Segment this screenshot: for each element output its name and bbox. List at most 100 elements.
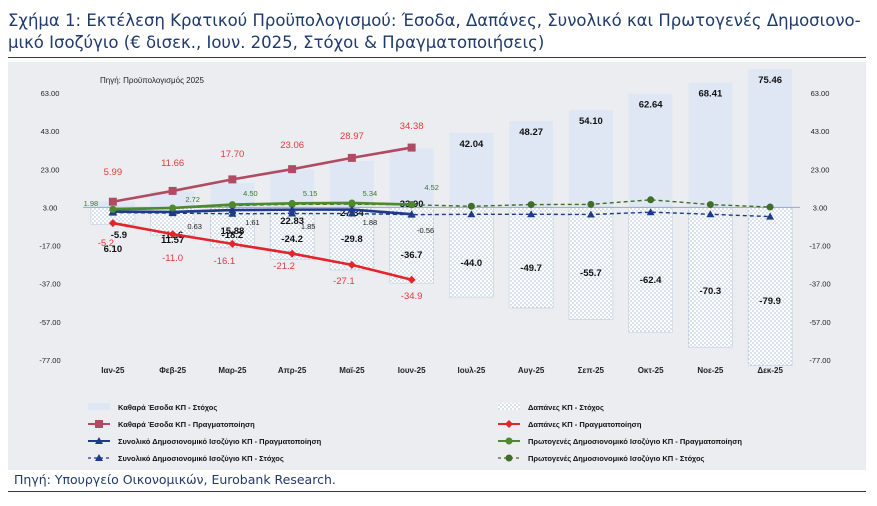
balance-actual-point bbox=[347, 205, 356, 213]
revenue-target-bar bbox=[150, 191, 195, 208]
expense-target-label: -5.9 bbox=[111, 230, 127, 241]
primary-balance-target-line bbox=[112, 199, 771, 211]
primary-balance-actual-point bbox=[408, 201, 416, 209]
expense-target-label: -44.0 bbox=[461, 258, 483, 269]
x-tick-label: Ιαν-25 bbox=[101, 366, 125, 375]
expense-target-label: -29.8 bbox=[341, 234, 363, 245]
revenue-actual-label: 23.06 bbox=[280, 140, 304, 151]
primary-balance-actual-point bbox=[288, 199, 296, 207]
expense-actual-line bbox=[112, 221, 412, 281]
legend-marker bbox=[505, 420, 513, 428]
revenue-actual-point bbox=[228, 175, 237, 184]
y-tick-left: -57.00 bbox=[39, 318, 60, 327]
legend-item: Πρωτογενές Δημοσιονομικό Ισοζύγιο ΚΠ - Σ… bbox=[498, 454, 705, 463]
revenue-target-label: 15.88 bbox=[220, 226, 244, 237]
x-tick-label: Φεβ-25 bbox=[159, 366, 186, 375]
revenue-target-label: 54.10 bbox=[579, 116, 603, 127]
primary-actual-label: 2.72 bbox=[185, 195, 200, 204]
expense-target-label: -18.2 bbox=[222, 230, 244, 241]
revenue-target-bar bbox=[748, 69, 793, 208]
primary-actual-label: 1.98 bbox=[84, 199, 99, 208]
revenue-target-label: 11.57 bbox=[161, 235, 184, 246]
revenue-target-bar bbox=[688, 82, 733, 208]
y-tick-left: -37.00 bbox=[39, 280, 60, 289]
balance-target-point bbox=[467, 210, 476, 218]
expense-target-bar bbox=[628, 207, 673, 333]
balance-target-line bbox=[112, 211, 771, 218]
legend-label: Δαπάνες ΚΠ - Στόχος bbox=[528, 403, 604, 412]
y-tick-left: 43.00 bbox=[41, 127, 60, 136]
balance-actual-label: 1.85 bbox=[301, 222, 316, 231]
legend-item: Δαπάνες ΚΠ - Πραγματοποίηση bbox=[498, 420, 642, 429]
revenue-actual-point bbox=[168, 186, 177, 195]
x-tick-label: Οκτ-25 bbox=[638, 366, 664, 375]
primary-balance-actual-point bbox=[109, 205, 117, 213]
revenue-actual-label: 28.97 bbox=[340, 131, 364, 142]
y-tick-right: 3.00 bbox=[813, 203, 828, 212]
y-tick-right: 43.00 bbox=[811, 127, 830, 136]
revenue-actual-point bbox=[347, 153, 356, 162]
revenue-target-label: 75.46 bbox=[758, 75, 782, 86]
y-tick-right: 23.00 bbox=[811, 165, 830, 174]
primary-balance-target-point bbox=[467, 202, 475, 210]
legend-label: Συνολικό Δημοσιονομικό Ισοζύγιο ΚΠ - Πρα… bbox=[118, 437, 322, 446]
expense-target-bar bbox=[449, 207, 494, 298]
x-tick-label: Μαϊ-25 bbox=[339, 366, 365, 375]
chart-source-note: Πηγή: Προϋπολογισμός 2025 bbox=[100, 76, 205, 85]
balance-actual-label: 0.63 bbox=[187, 222, 202, 231]
legend-marker bbox=[95, 454, 103, 461]
balance-target-point bbox=[646, 208, 655, 216]
expense-target-bar bbox=[389, 207, 434, 284]
legend-label: Πρωτογενές Δημοσιονομικό Ισοζύγιο ΚΠ - Σ… bbox=[528, 454, 705, 463]
revenue-target-bar bbox=[389, 148, 434, 208]
legend-label: Καθαρά Έσοδα ΚΠ - Πραγματοποίηση bbox=[118, 420, 255, 429]
title-divider bbox=[8, 57, 866, 58]
legend-swatch bbox=[498, 403, 520, 410]
x-tick-label: Δεκ-25 bbox=[757, 366, 783, 375]
x-tick-label: Νοε-25 bbox=[697, 366, 724, 375]
legend-swatch bbox=[88, 403, 110, 410]
y-tick-right: 63.00 bbox=[811, 89, 830, 98]
legend-marker bbox=[95, 437, 103, 444]
y-tick-right: -77.00 bbox=[809, 356, 830, 365]
balance-target-point bbox=[586, 210, 595, 218]
expense-actual-point bbox=[407, 275, 416, 284]
expense-target-label: -55.7 bbox=[580, 268, 602, 279]
balance-target-point bbox=[347, 209, 356, 217]
primary-actual-label: 5.15 bbox=[303, 189, 318, 198]
expense-target-label: -49.7 bbox=[520, 263, 542, 274]
balance-actual-label: 1.88 bbox=[363, 218, 378, 227]
primary-actual-label: 5.34 bbox=[363, 189, 378, 198]
y-tick-right: -37.00 bbox=[809, 280, 830, 289]
legend-item: Καθαρά Έσοδα ΚΠ - Στόχος bbox=[88, 403, 217, 412]
expense-target-label: -79.9 bbox=[759, 296, 781, 307]
expense-target-label: -62.4 bbox=[640, 275, 662, 286]
expense-actual-label: -5.2 bbox=[98, 238, 114, 249]
y-tick-left: 3.00 bbox=[43, 203, 58, 212]
revenue-actual-point bbox=[407, 143, 416, 152]
x-tick-label: Αυγ-25 bbox=[518, 366, 545, 375]
revenue-target-label: 6.10 bbox=[104, 244, 123, 255]
primary-balance-target-point bbox=[706, 201, 714, 209]
legend-item: Καθαρά Έσοδα ΚΠ - Πραγματοποίηση bbox=[88, 420, 255, 429]
legend-item: Συνολικό Δημοσιονομικό Ισοζύγιο ΚΠ - Στό… bbox=[88, 454, 284, 463]
balance-target-point bbox=[766, 212, 775, 220]
revenue-target-bar bbox=[628, 93, 673, 208]
expense-actual-label: -16.1 bbox=[214, 256, 236, 267]
balance-target-point bbox=[706, 210, 715, 218]
primary-balance-target-point bbox=[647, 196, 655, 204]
revenue-actual-label: 11.66 bbox=[161, 158, 184, 169]
revenue-actual-label: 34.38 bbox=[400, 121, 424, 132]
expense-actual-label: -27.1 bbox=[333, 276, 355, 287]
primary-balance-actual-point bbox=[348, 199, 356, 207]
balance-actual-point bbox=[228, 206, 237, 214]
primary-actual-label: 4.50 bbox=[243, 189, 258, 198]
x-tick-label: Μαρ-25 bbox=[218, 366, 247, 375]
x-tick-label: Σεπ-25 bbox=[578, 366, 605, 375]
balance-actual-point bbox=[288, 205, 297, 213]
y-tick-right: -57.00 bbox=[809, 318, 830, 327]
bottom-divider bbox=[8, 491, 866, 492]
primary-actual-label: 4.52 bbox=[424, 183, 439, 192]
primary-balance-actual-line bbox=[112, 201, 412, 211]
balance-actual-line bbox=[112, 208, 412, 216]
